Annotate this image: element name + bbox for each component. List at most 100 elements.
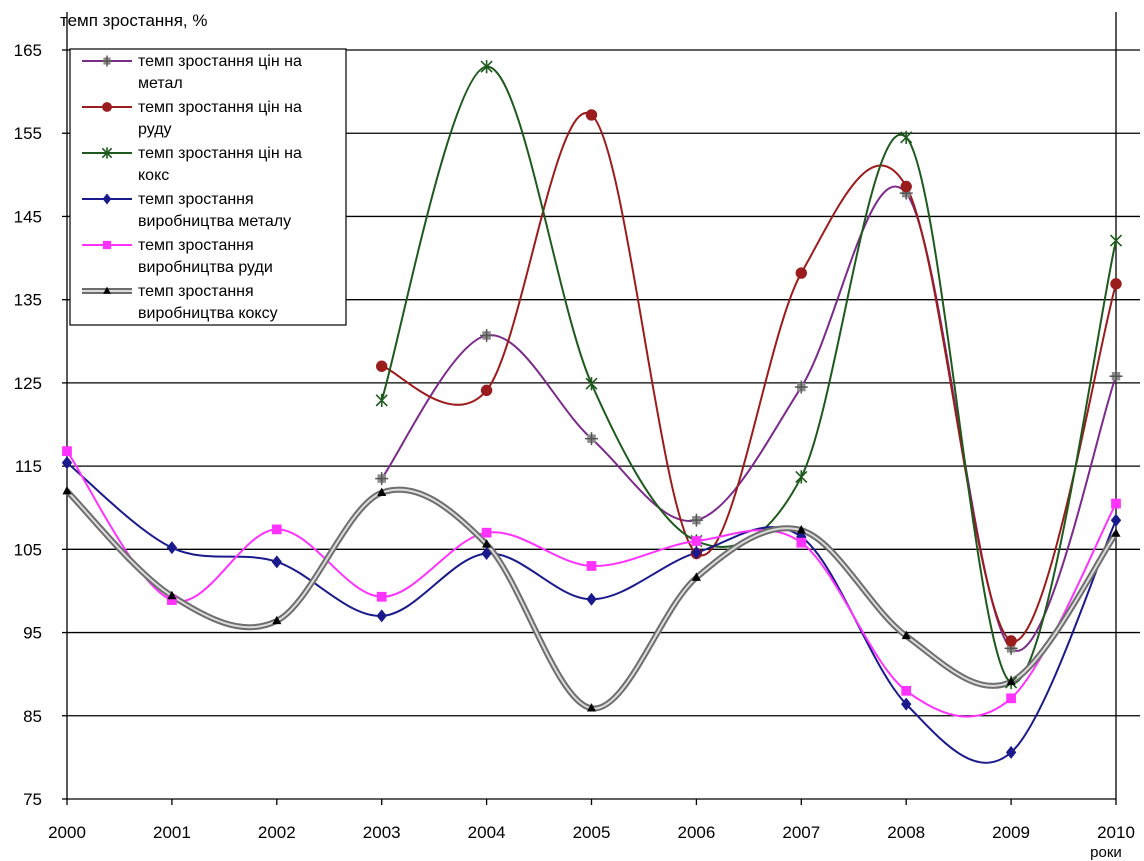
x-tick-label: 2003 <box>363 823 401 842</box>
data-point <box>796 537 807 548</box>
data-point <box>1005 635 1017 647</box>
series-line <box>380 185 1117 652</box>
data-point <box>586 561 597 571</box>
data-point <box>61 456 73 470</box>
legend-label: виробництва руди <box>138 259 273 276</box>
x-tick-label: 2001 <box>153 823 191 842</box>
data-point <box>691 536 702 546</box>
x-tick-label: 2004 <box>468 823 506 842</box>
legend-label: метал <box>138 75 183 92</box>
x-tick-label: 2007 <box>782 823 820 842</box>
data-point <box>796 524 806 534</box>
data-point <box>271 555 282 569</box>
data-point <box>166 541 178 555</box>
legend-label: темп зростання цін на <box>138 53 302 70</box>
series-line <box>381 111 1117 643</box>
data-point <box>375 393 388 407</box>
series-markers <box>61 60 1123 759</box>
y-tick-label: 85 <box>23 707 42 726</box>
data-point <box>1110 513 1122 527</box>
y-tick-label: 115 <box>15 457 42 476</box>
x-tick-label: 2009 <box>992 823 1030 842</box>
y-tick-label: 165 <box>14 41 42 60</box>
legend-label: темп зростання цін на <box>138 99 302 116</box>
legend-label: темп зростання <box>138 191 254 208</box>
legend-marker <box>101 147 113 159</box>
data-point <box>376 360 388 372</box>
x-tick-labels: 2000 2001 2002 2003 2004 2005 2006 2007 2008 2009… <box>48 823 1135 842</box>
data-point <box>901 630 911 640</box>
legend-label: кокс <box>138 167 169 184</box>
legend: темп зростання цін на метал темп зростання… <box>69 48 347 326</box>
data-point <box>1109 369 1123 383</box>
data-point <box>167 595 177 605</box>
data-point <box>375 472 389 486</box>
legend-box <box>69 48 347 326</box>
data-point <box>795 267 807 279</box>
data-point <box>480 384 493 397</box>
legend-label: темп зростання <box>138 283 254 300</box>
data-point <box>1111 498 1121 509</box>
data-point <box>901 697 912 711</box>
x-tick-label: 2008 <box>887 823 925 842</box>
data-point <box>377 487 387 496</box>
data-point <box>796 530 807 544</box>
data-point <box>795 470 808 484</box>
legend-label: виробництва коксу <box>138 305 278 322</box>
data-point <box>900 130 913 145</box>
y-tick-label: 125 <box>14 374 42 393</box>
x-axis-title: роки <box>1090 844 1122 861</box>
x-tick-label: 2002 <box>258 823 296 842</box>
legend-label: виробництва металу <box>138 213 291 230</box>
data-point <box>1111 528 1121 537</box>
legend-label: темп зростання цін на <box>138 145 302 162</box>
data-point <box>1109 233 1123 248</box>
data-point <box>480 60 493 74</box>
y-tick-label: 95 <box>23 624 42 643</box>
data-point <box>1006 676 1016 685</box>
legend-label: темп зростання <box>138 237 254 254</box>
data-point <box>1006 693 1016 704</box>
y-tick-label: 135 <box>14 291 42 310</box>
data-point <box>62 485 72 495</box>
data-point <box>167 590 177 600</box>
y-tick-label: 145 <box>14 207 42 226</box>
data-point <box>481 546 492 560</box>
x-tick-label: 2010 <box>1097 823 1135 842</box>
data-point <box>480 328 494 342</box>
legend-marker <box>102 102 112 112</box>
series-line <box>66 462 1117 764</box>
data-point <box>1110 278 1122 290</box>
data-point <box>376 609 387 623</box>
data-point <box>691 572 701 581</box>
data-point <box>62 446 72 457</box>
data-point <box>376 591 387 602</box>
data-point <box>585 432 598 446</box>
series-line <box>380 65 1117 684</box>
x-tick-label: 2005 <box>573 823 611 842</box>
legend-marker <box>101 55 113 67</box>
axes <box>62 12 1117 805</box>
data-point <box>271 524 282 535</box>
data-point <box>586 592 597 606</box>
legend-marker <box>103 286 111 294</box>
y-tick-labels: 75 85 95 105 115 125 135 145 155 165 <box>14 41 42 809</box>
data-point <box>481 527 492 538</box>
data-point <box>900 180 912 193</box>
data-point <box>794 380 808 394</box>
data-point <box>1005 745 1017 759</box>
data-point <box>901 685 912 696</box>
data-point <box>691 546 702 560</box>
data-point <box>482 539 492 548</box>
y-tick-label: 75 <box>23 790 42 809</box>
data-point <box>585 109 598 121</box>
x-tick-label: 2006 <box>677 823 715 842</box>
y-axis-title: темп зростання, % <box>60 11 207 30</box>
data-point <box>272 615 282 625</box>
legend-label: руду <box>138 121 172 138</box>
legend-marker <box>102 193 112 205</box>
data-point <box>585 377 598 391</box>
y-tick-label: 105 <box>14 540 42 559</box>
y-tick-label: 155 <box>14 124 42 143</box>
legend-marker <box>102 240 112 250</box>
